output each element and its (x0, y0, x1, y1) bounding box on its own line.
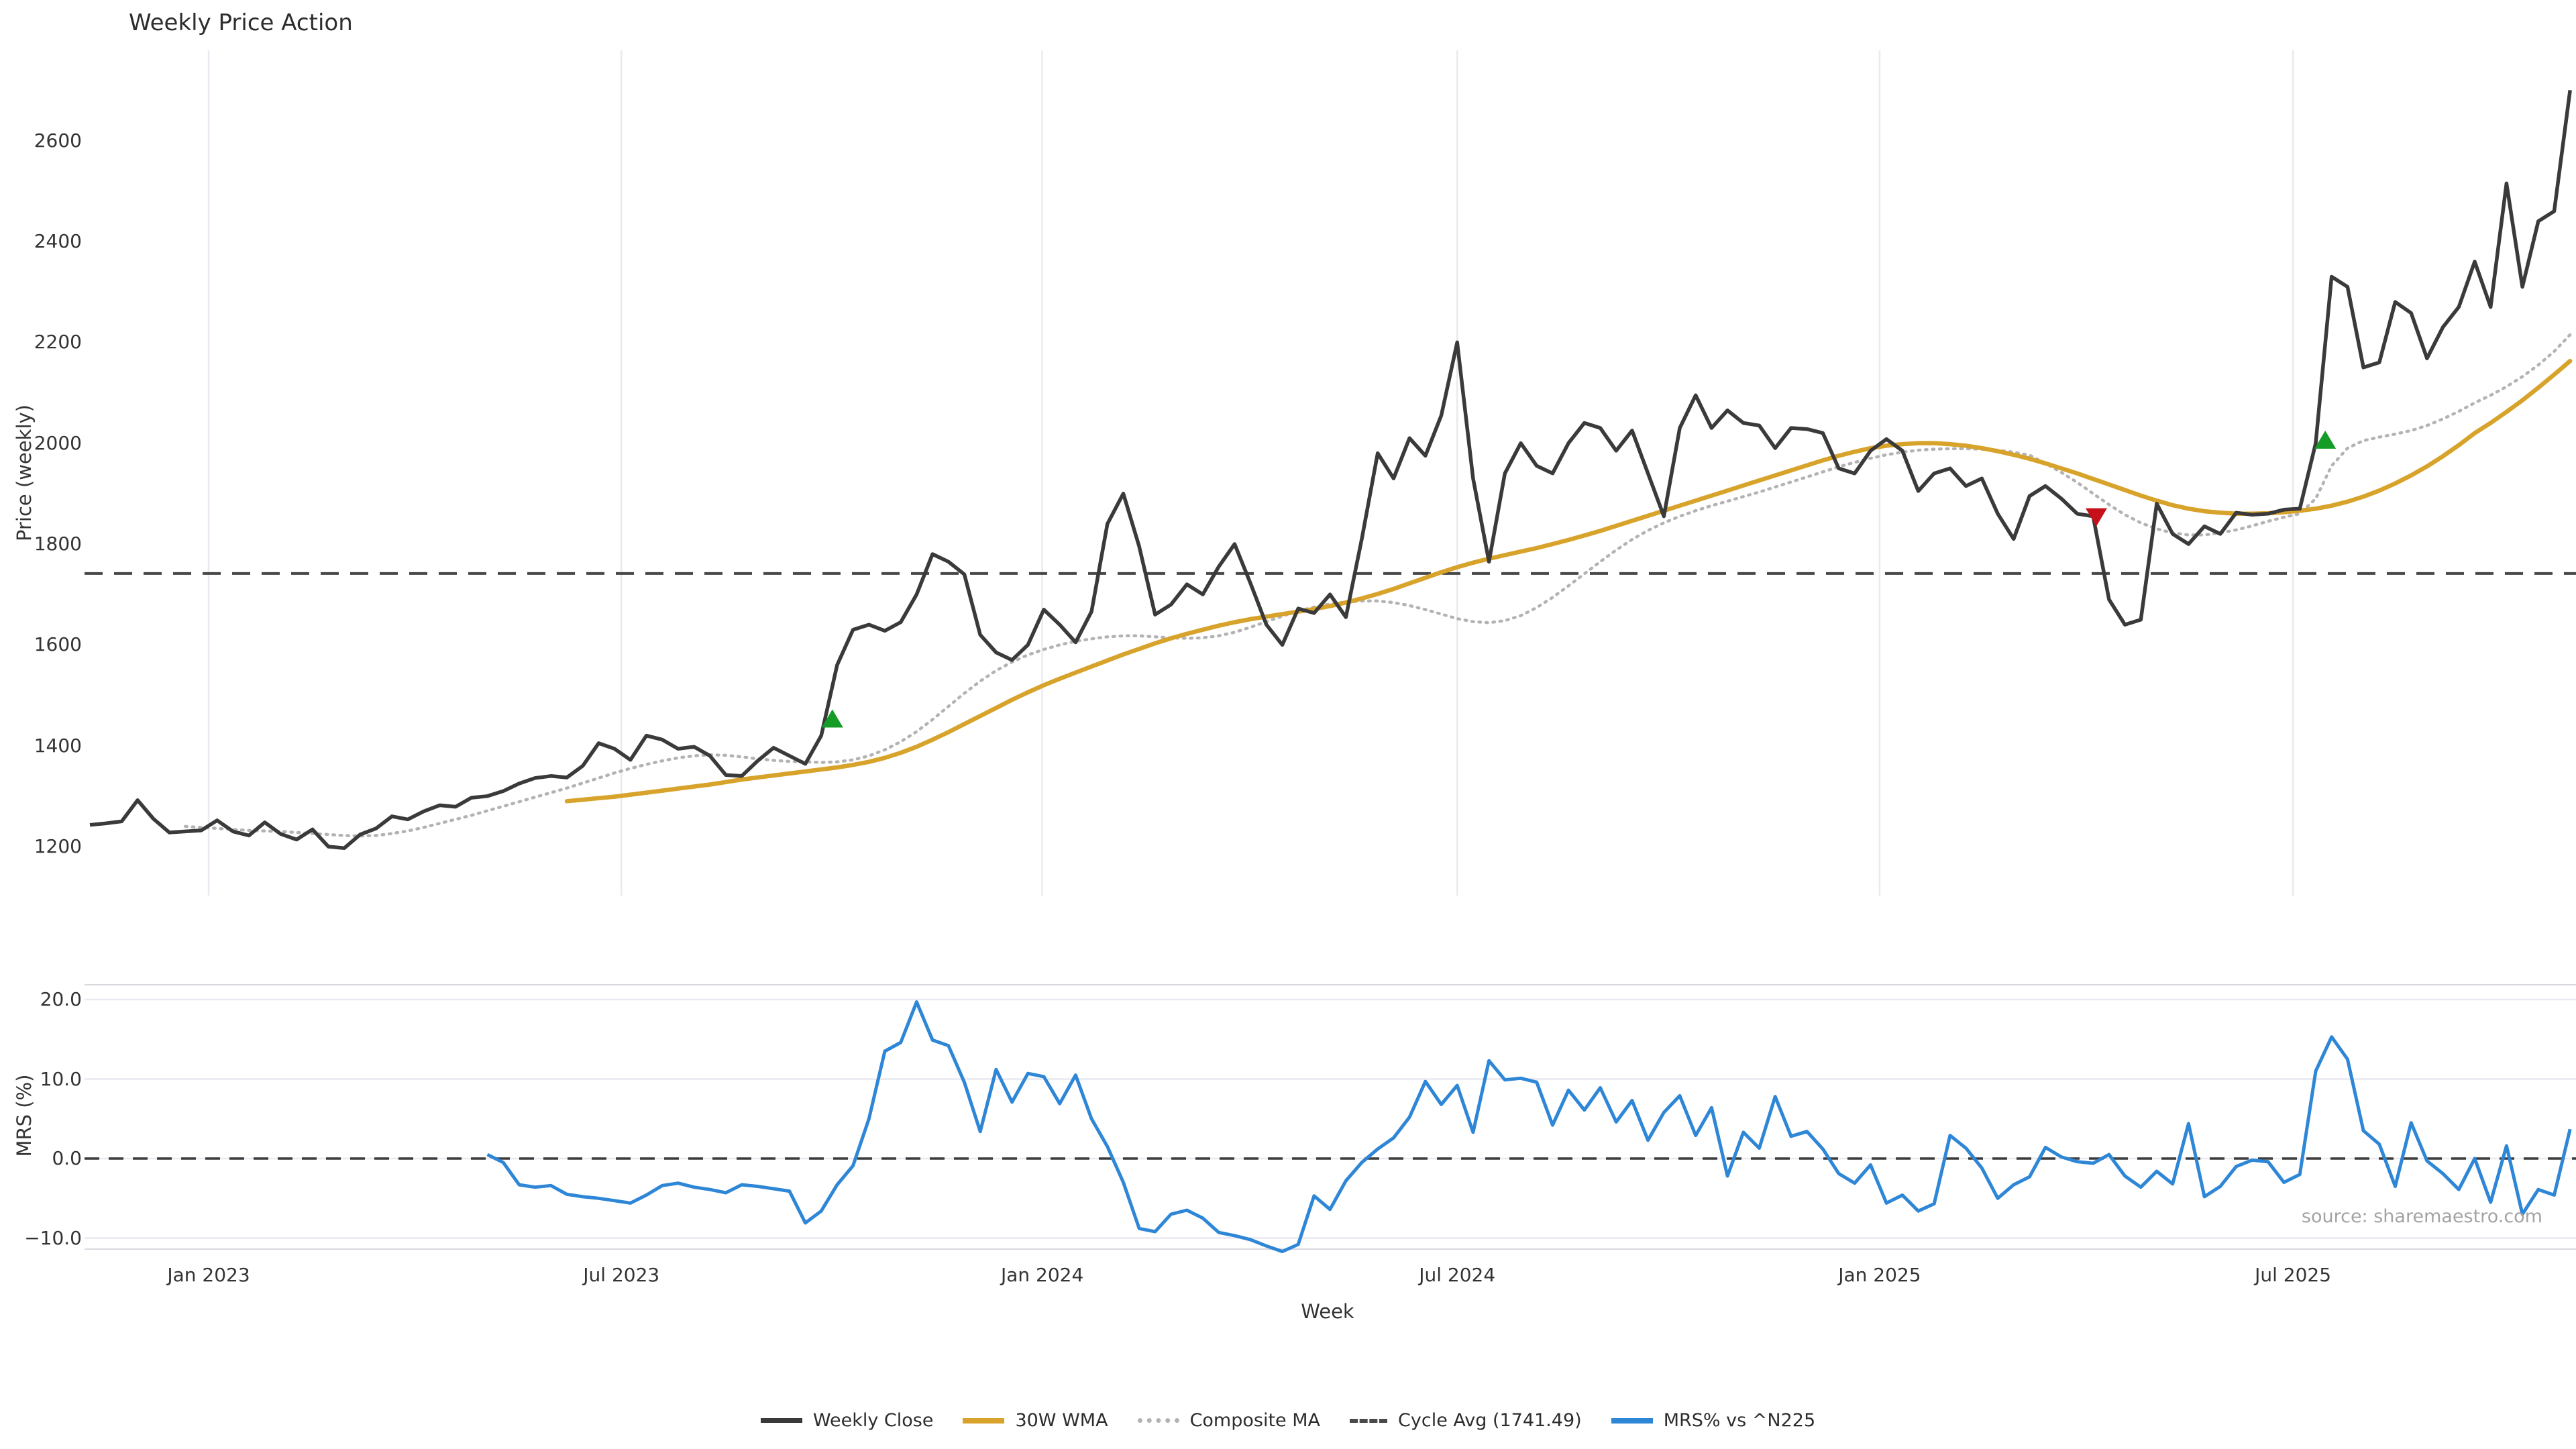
legend-item-cycle-avg: Cycle Avg (1741.49) (1350, 1410, 1582, 1431)
mrs-y-tick-label: 0.0 (52, 1147, 82, 1169)
x-tick-label: Jul 2024 (1419, 1264, 1496, 1286)
chart-title: Weekly Price Action (129, 9, 353, 36)
legend-item-composite-ma: Composite MA (1137, 1410, 1321, 1431)
x-tick-label: Jan 2024 (1000, 1264, 1084, 1286)
mrs-y-tick-label: 10.0 (40, 1067, 82, 1090)
price-y-tick-label: 1600 (34, 633, 82, 656)
series-composite-line (183, 333, 2572, 838)
legend-item-mrs: MRS% vs ^N225 (1611, 1410, 1815, 1431)
legend-label: Weekly Close (812, 1410, 934, 1431)
x-tick-label: Jul 2025 (2255, 1264, 2332, 1286)
price-y-tick-label: 2200 (34, 331, 82, 354)
series-close-line (89, 90, 2572, 851)
sell-signal-triangle-down-icon (2085, 508, 2107, 527)
cycle-avg-line-swatch-icon (1350, 1418, 1388, 1423)
series-mrs-line (486, 1000, 2572, 1254)
mrs-line-swatch-icon (1611, 1417, 1653, 1424)
x-axis-label: Week (1301, 1300, 1354, 1323)
series-wma-line (564, 358, 2573, 804)
x-tick-label: Jan 2023 (167, 1264, 250, 1286)
price-y-tick-label: 1200 (34, 835, 82, 857)
legend-label: Cycle Avg (1741.49) (1398, 1410, 1582, 1431)
mrs-y-tick-label: −10.0 (24, 1226, 82, 1249)
price-y-tick-label: 1800 (34, 532, 82, 555)
legend-item-weekly-close: Weekly Close (760, 1410, 934, 1431)
source-note: source: sharemaestro.com (2301, 1206, 2542, 1227)
price-y-tick-labels: 2600 2400 2200 2000 1800 1600 1400 1200 (0, 0, 82, 1449)
composite-ma-line-swatch-icon (1137, 1418, 1179, 1423)
x-tick-label: Jan 2025 (1838, 1264, 1921, 1286)
legend-label: MRS% vs ^N225 (1663, 1410, 1816, 1431)
price-y-tick-label: 2000 (34, 431, 82, 454)
wma-line-swatch-icon (963, 1417, 1005, 1424)
legend-item-30w-wma: 30W WMA (963, 1410, 1108, 1431)
price-y-tick-label: 1400 (34, 734, 82, 757)
x-tick-label: Jul 2023 (583, 1264, 660, 1286)
buy-signal-triangle-up-icon (2314, 430, 2337, 449)
mrs-y-tick-label: 20.0 (40, 988, 82, 1010)
price-y-tick-label: 2400 (34, 229, 82, 252)
legend: Weekly Close 30W WMA Composite MA Cycle … (0, 1410, 2576, 1431)
legend-label: 30W WMA (1015, 1410, 1108, 1431)
price-y-tick-label: 2600 (34, 129, 82, 152)
mrs-y-tick-labels: 20.0 10.0 0.0 −10.0 (0, 0, 82, 1449)
weekly-close-line-swatch-icon (760, 1418, 802, 1423)
legend-label: Composite MA (1189, 1410, 1321, 1431)
buy-signal-triangle-up-icon (821, 709, 843, 728)
